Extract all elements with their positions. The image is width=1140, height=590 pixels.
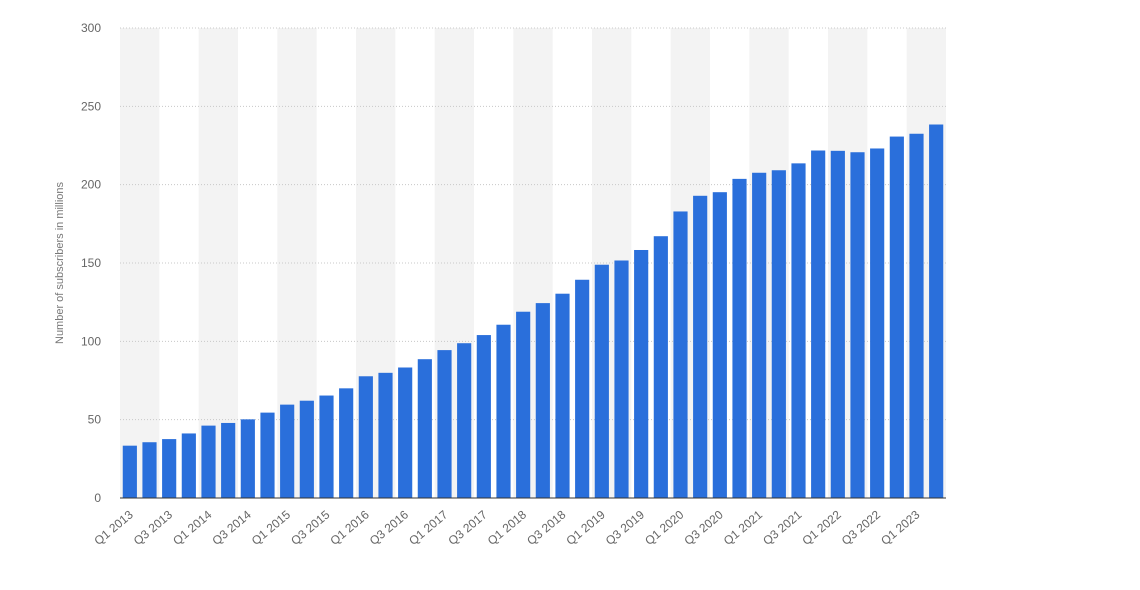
- bar: [516, 311, 531, 498]
- bar: [162, 439, 177, 498]
- bar: [614, 260, 629, 498]
- bar: [575, 279, 590, 498]
- bar: [555, 293, 570, 498]
- x-tick-label: Q3 2017: [445, 507, 490, 548]
- bar: [889, 136, 904, 498]
- bar: [221, 422, 236, 498]
- bar: [712, 192, 727, 499]
- bar: [653, 236, 668, 498]
- bar: [457, 343, 472, 498]
- x-tick-label: Q1 2019: [563, 507, 608, 548]
- bar: [122, 445, 137, 498]
- bar: [260, 412, 275, 498]
- x-tick-label: Q1 2013: [91, 507, 136, 548]
- x-tick-label: Q3 2020: [681, 507, 726, 548]
- bar: [811, 150, 826, 498]
- bar: [181, 433, 196, 498]
- bar-series: [122, 124, 944, 499]
- bar: [398, 367, 413, 498]
- bar: [496, 324, 511, 498]
- x-tick-label: Q1 2020: [642, 507, 687, 548]
- bar: [240, 419, 255, 498]
- y-axis-tick-labels: 0 50 100 150 200 250 300: [81, 21, 101, 505]
- bar: [476, 335, 491, 498]
- bar: [201, 425, 216, 498]
- bar: [909, 133, 924, 498]
- y-tick-label: 100: [81, 334, 101, 348]
- x-tick-label: Q1 2016: [327, 507, 372, 548]
- x-tick-label: Q1 2021: [721, 507, 766, 548]
- bar: [280, 404, 295, 498]
- x-tick-label: Q1 2022: [799, 507, 844, 548]
- bar: [693, 195, 708, 499]
- bar: [319, 395, 334, 498]
- bar: [830, 150, 845, 498]
- x-tick-label: Q1 2017: [406, 507, 451, 548]
- x-tick-label: Q3 2014: [209, 507, 254, 548]
- x-tick-label: Q1 2015: [249, 507, 294, 548]
- bar: [850, 152, 865, 498]
- y-tick-label: 0: [94, 491, 101, 505]
- x-tick-label: Q1 2023: [878, 507, 923, 548]
- x-tick-label: Q3 2021: [760, 507, 805, 548]
- bar: [594, 264, 609, 498]
- bar: [142, 442, 157, 498]
- bar: [771, 170, 786, 498]
- x-tick-label: Q1 2018: [485, 507, 530, 548]
- bar: [673, 211, 688, 498]
- bar: [870, 148, 885, 498]
- bar: [791, 163, 806, 499]
- bar: [378, 372, 393, 498]
- bar: [358, 376, 373, 498]
- x-tick-label: Q3 2018: [524, 507, 569, 548]
- x-tick-label: Q1 2014: [170, 507, 215, 548]
- bar: [929, 124, 944, 499]
- bar: [634, 249, 649, 498]
- x-tick-label: Q3 2019: [603, 507, 648, 548]
- bar: [535, 303, 550, 498]
- bar: [299, 400, 314, 498]
- x-tick-label: Q3 2013: [131, 507, 176, 548]
- bar: [339, 388, 354, 498]
- y-tick-label: 300: [81, 21, 101, 35]
- bar: [732, 178, 747, 498]
- x-tick-label: Q3 2022: [839, 507, 884, 548]
- y-tick-label: 200: [81, 178, 101, 192]
- bar: [437, 350, 452, 498]
- y-tick-label: 150: [81, 256, 101, 270]
- y-axis-title: Number of subscribers in millions: [54, 182, 66, 344]
- x-tick-label: Q3 2015: [288, 507, 333, 548]
- bar: [417, 359, 432, 498]
- x-tick-label: Q3 2016: [367, 507, 412, 548]
- y-tick-label: 250: [81, 99, 101, 113]
- y-tick-label: 50: [88, 413, 102, 427]
- bar: [752, 172, 767, 498]
